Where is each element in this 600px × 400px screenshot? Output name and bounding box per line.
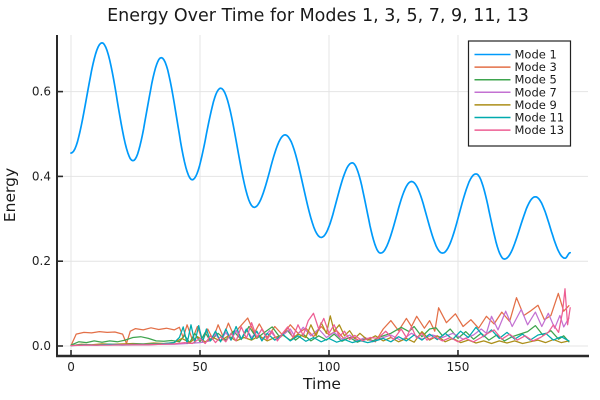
legend-entry-mode-5: Mode 5 — [474, 73, 557, 87]
legend-entry-mode-9: Mode 9 — [474, 98, 557, 112]
series-line-mode-1 — [70, 41, 572, 260]
legend-label: Mode 5 — [515, 73, 557, 87]
legend-label: Mode 9 — [515, 98, 557, 112]
series-line-mode-7 — [70, 308, 570, 347]
y-axis-label: Energy — [1, 168, 19, 222]
x-tick-label: 150 — [447, 360, 470, 374]
legend-label: Mode 13 — [515, 123, 565, 137]
legend-entry-mode-7: Mode 7 — [474, 85, 557, 99]
legend-box — [467, 40, 572, 147]
series-line-mode-13 — [70, 288, 571, 347]
legend-entry-mode-11: Mode 11 — [474, 111, 565, 125]
legend-label: Mode 3 — [515, 60, 557, 74]
x-tick-label: 100 — [318, 360, 341, 374]
axes-layer — [56, 35, 589, 358]
y-tick-label: 0.6 — [32, 85, 51, 99]
legend-entry-mode-1: Mode 1 — [474, 48, 557, 62]
series-layer — [70, 41, 572, 347]
legend-entry-mode-13: Mode 13 — [474, 123, 565, 137]
legend-entry-mode-3: Mode 3 — [474, 60, 557, 74]
y-tick-label: 0.2 — [32, 254, 51, 268]
x-tick-label: 50 — [192, 360, 207, 374]
x-axis-label: Time — [302, 375, 341, 393]
chart-title: Energy Over Time for Modes 1, 3, 5, 7, 9… — [107, 6, 529, 26]
legend-label: Mode 7 — [515, 85, 557, 99]
series-line-mode-11 — [70, 324, 570, 347]
legend-label: Mode 11 — [515, 111, 565, 125]
y-tick-label: 0.0 — [32, 339, 51, 353]
legend-label: Mode 1 — [515, 48, 557, 62]
x-tick-label: 0 — [67, 360, 75, 374]
grid-layer — [57, 35, 588, 356]
series-line-mode-9 — [70, 315, 570, 347]
y-tick-label: 0.4 — [32, 169, 51, 183]
tick-label-layer: 0 50 100 150 0.0 0.2 0.4 0.6 — [32, 85, 470, 374]
